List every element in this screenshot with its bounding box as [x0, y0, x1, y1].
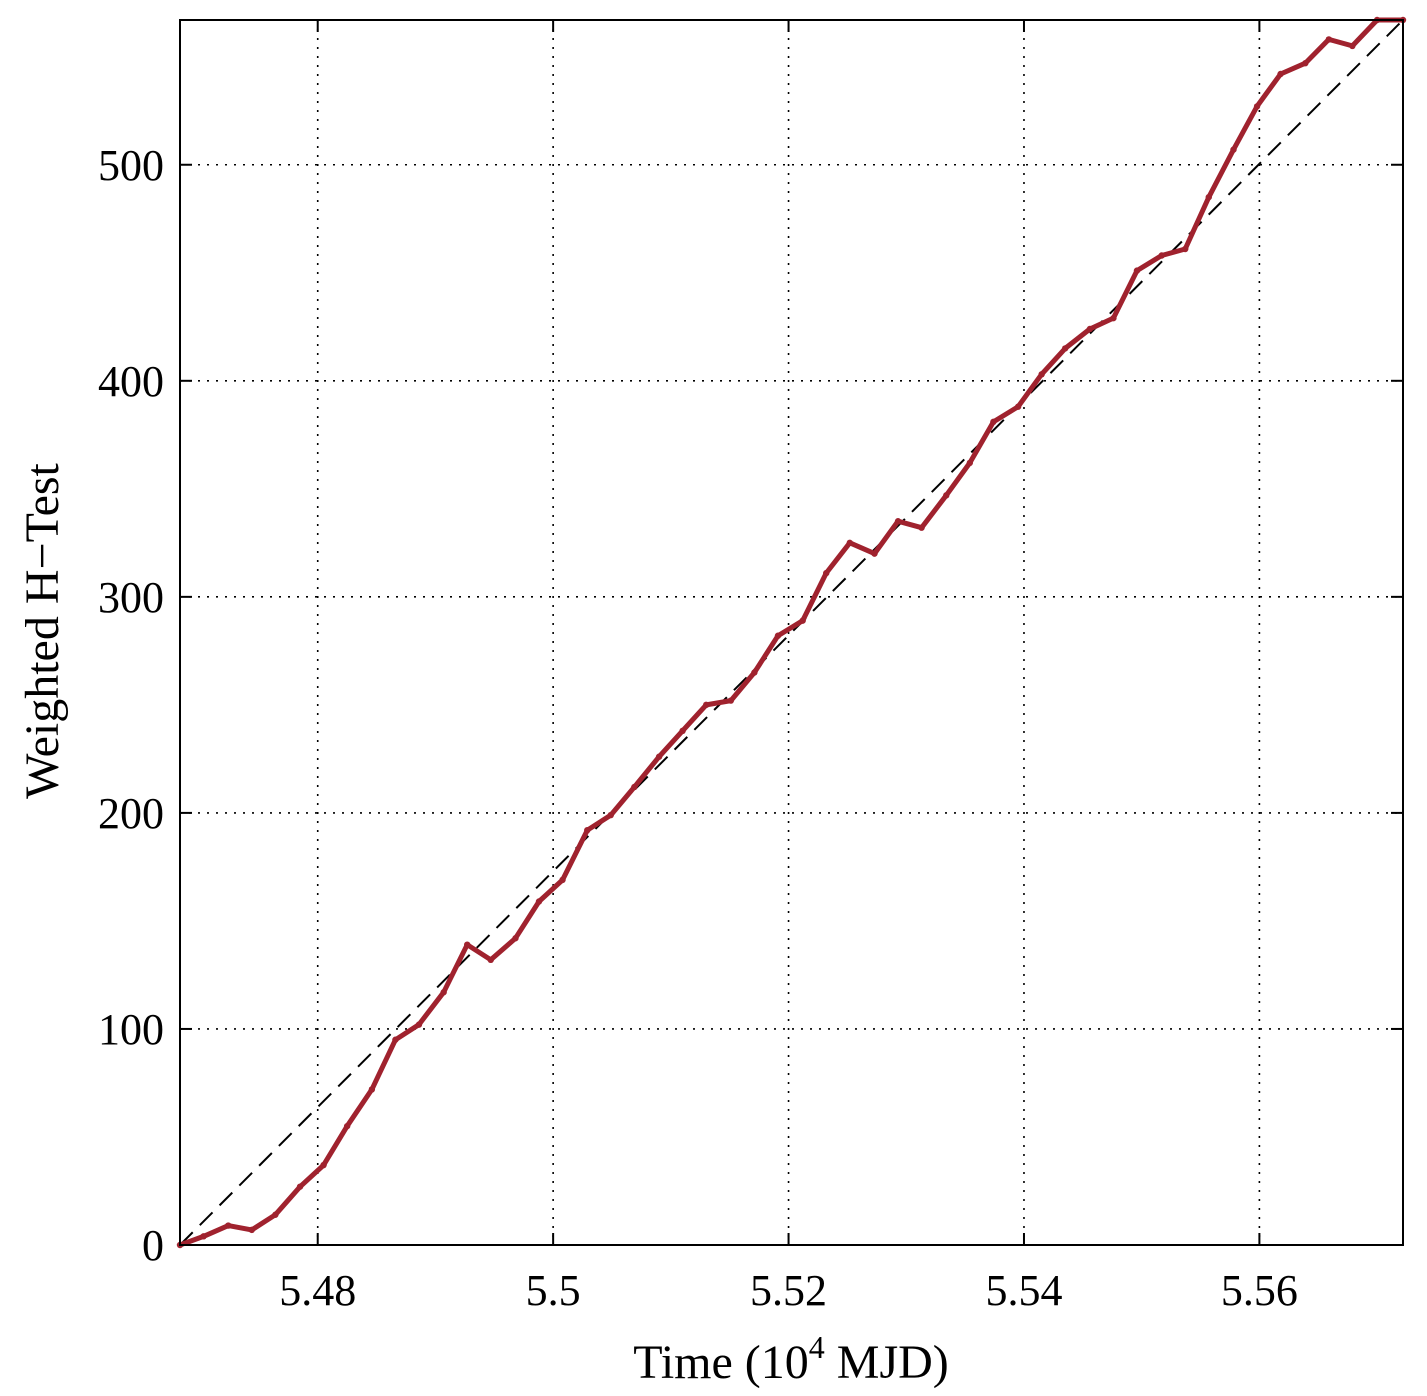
htest-point — [200, 1233, 207, 1240]
x-tick-label: 5.56 — [1221, 1266, 1298, 1315]
htest-point — [1038, 371, 1045, 378]
x-tick-label: 5.52 — [750, 1266, 827, 1315]
htest-point — [655, 753, 663, 760]
htest-point — [440, 989, 447, 996]
htest-point — [823, 569, 830, 577]
grid-layer — [180, 20, 1403, 1245]
htest-point — [846, 539, 853, 547]
htest-point — [487, 956, 494, 964]
htest-point — [607, 811, 615, 819]
htest-series-line — [177, 17, 1406, 1248]
htest-point — [1205, 193, 1212, 201]
htest-point — [1230, 146, 1237, 153]
htest-point — [1110, 314, 1117, 322]
reference-line — [179, 19, 1404, 1246]
htest-point — [512, 935, 519, 942]
y-tick-label: 400 — [98, 357, 164, 406]
x-axis-label-exponent: 4 — [809, 1329, 825, 1365]
htest-point — [1014, 403, 1022, 410]
x-axis-label: Time (104 MJD) — [633, 1329, 949, 1389]
reference-layer — [179, 19, 1404, 1246]
tick-label-layer: 5.48 5.5 5.52 5.54 5.56 0 100 200 300 400 500 — [98, 141, 1298, 1315]
htest-point — [415, 1021, 423, 1028]
htest-point — [535, 898, 543, 905]
plot-frame — [179, 19, 1404, 1246]
y-tick-label: 200 — [98, 789, 164, 838]
htest-point — [1277, 70, 1284, 78]
htest-point — [1349, 42, 1356, 50]
htest-point — [702, 701, 710, 709]
htest-point — [774, 632, 782, 639]
x-tick-label: 5.54 — [985, 1266, 1062, 1315]
htest-point — [296, 1183, 304, 1190]
htest-point — [799, 617, 806, 624]
htest-point — [248, 1226, 256, 1234]
htest-point — [1133, 267, 1141, 274]
htest-point — [990, 418, 997, 426]
htest-point — [1253, 103, 1261, 110]
htest-point — [727, 697, 735, 704]
htest-point — [1061, 345, 1069, 352]
y-tick-label: 100 — [98, 1005, 164, 1054]
htest-point — [1182, 245, 1189, 253]
htest-point — [966, 459, 974, 467]
htest-point — [1158, 252, 1165, 259]
y-tick-label: 300 — [98, 573, 164, 622]
x-tick-label: 5.5 — [526, 1266, 581, 1315]
htest-point — [631, 783, 638, 791]
htest-point — [751, 669, 758, 676]
htest-point — [320, 1161, 327, 1169]
x-axis-label-rest: MJD) — [825, 1336, 949, 1389]
x-axis-label-base: Time (10 — [633, 1336, 809, 1389]
htest-point — [1302, 60, 1309, 67]
series-layer — [176, 16, 1407, 1249]
htest-point — [392, 1036, 399, 1043]
htest-point — [584, 826, 591, 834]
y-tick-label: 500 — [98, 141, 164, 190]
htest-point — [368, 1086, 376, 1093]
htest-point — [559, 876, 566, 884]
x-tick-label: 5.48 — [279, 1266, 356, 1315]
htest-point — [1325, 36, 1333, 43]
htest-point — [1086, 325, 1094, 333]
tick-layer — [180, 20, 1403, 1246]
y-tick-label: 0 — [142, 1221, 164, 1270]
htest-point — [464, 941, 471, 948]
htest-point — [894, 518, 902, 525]
htest-point — [943, 492, 950, 499]
htest-point — [272, 1211, 279, 1218]
htest-point — [343, 1122, 351, 1130]
htest-point — [918, 524, 925, 531]
htest-point — [871, 550, 878, 557]
y-axis-label: Weighted H−Test — [16, 462, 69, 798]
htest-point — [679, 727, 686, 735]
htest-point — [225, 1222, 232, 1229]
